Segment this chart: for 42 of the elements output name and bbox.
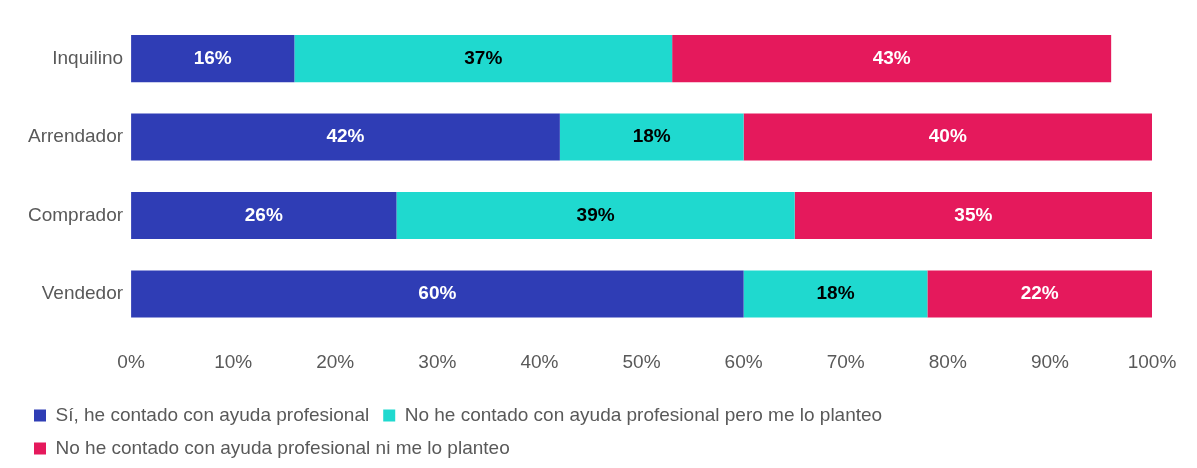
bar (927, 270, 1152, 318)
x-tick-label: 20% (316, 350, 355, 372)
data-label: 39% (576, 203, 615, 225)
bar (131, 191, 397, 240)
data-label: 35% (954, 203, 993, 225)
data-label: 60% (418, 282, 457, 304)
x-tick-label: 60% (724, 350, 763, 372)
x-tick-label: 90% (1030, 350, 1070, 372)
data-label: 18% (632, 125, 671, 147)
bar (743, 270, 928, 318)
x-tick-label: 40% (520, 350, 559, 372)
data-label: 42% (326, 125, 365, 147)
x-tick-label: 0% (117, 350, 145, 372)
bar (794, 191, 1152, 240)
bar (131, 35, 295, 83)
data-label: 22% (1020, 282, 1059, 304)
legend-label: No he contado con ayuda profesional ni me lo planteo (55, 436, 510, 458)
bar (131, 270, 744, 318)
legend-label: Sí, he contado con ayuda profesional (55, 403, 370, 425)
bar (294, 35, 673, 83)
data-label: 40% (928, 125, 967, 147)
bar (396, 191, 795, 240)
y-tick-label: Vendedor (41, 282, 124, 304)
bar (672, 35, 1112, 83)
x-tick-label: 80% (928, 350, 967, 372)
x-tick-label: 100% (1127, 350, 1177, 372)
data-label: 43% (872, 46, 911, 68)
x-tick-label: 10% (214, 350, 253, 372)
bar (559, 113, 744, 161)
data-label: 16% (193, 46, 232, 68)
x-tick-label: 70% (826, 350, 865, 372)
legend-label: No he contado con ayuda profesional pero me lo planteo (404, 403, 883, 425)
y-tick-label: Inquilino (52, 46, 124, 68)
data-label: 37% (464, 46, 503, 68)
bar (743, 113, 1152, 161)
y-tick-label: Arrendador (27, 125, 124, 147)
data-label: 18% (816, 282, 855, 304)
y-tick-label: Comprador (28, 203, 124, 225)
bar (131, 113, 560, 161)
x-tick-label: 50% (622, 350, 661, 372)
data-label: 26% (244, 203, 283, 225)
x-tick-label: 30% (418, 350, 457, 372)
